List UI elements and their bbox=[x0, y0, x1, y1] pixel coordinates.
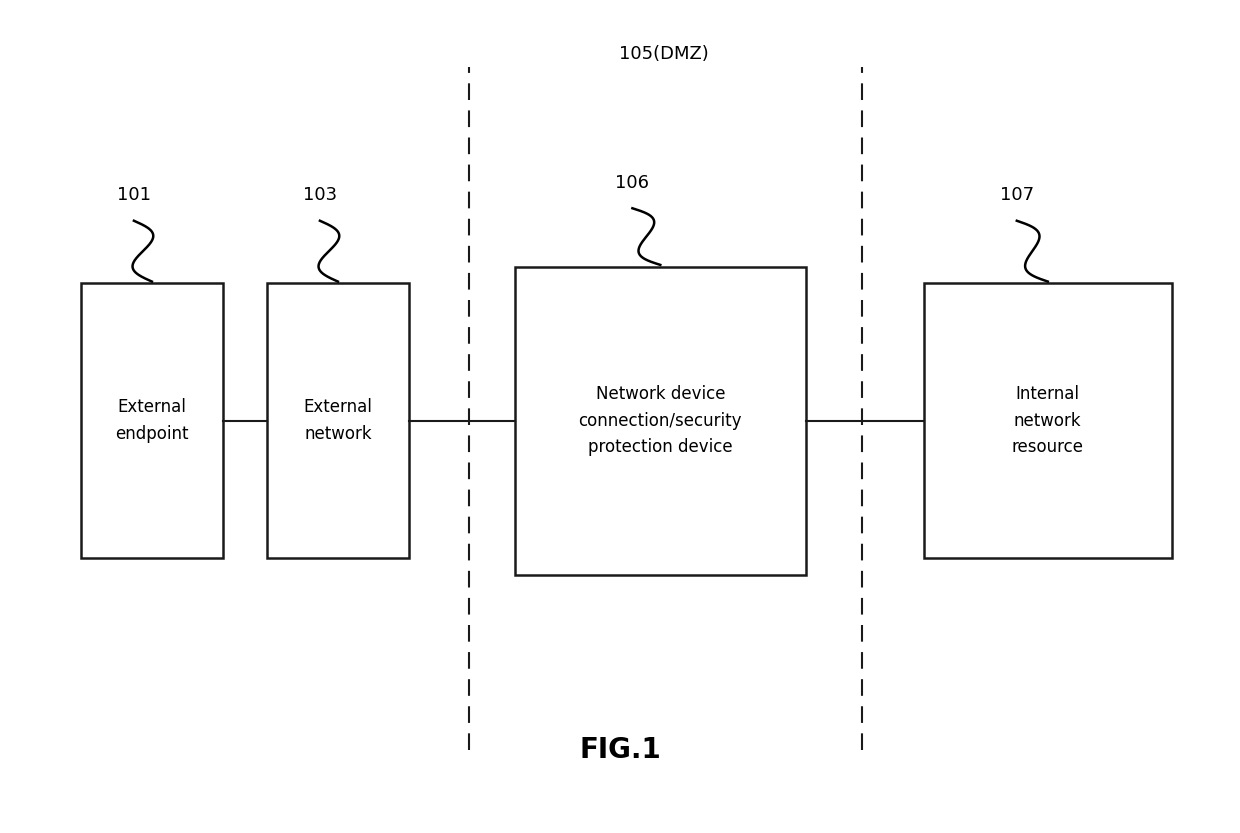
Bar bbox=[267, 283, 409, 558]
Text: 107: 107 bbox=[999, 186, 1034, 204]
Bar bbox=[515, 267, 806, 575]
Text: Internal
network
resource: Internal network resource bbox=[1012, 386, 1084, 456]
Text: Network device
connection/security
protection device: Network device connection/security prote… bbox=[579, 386, 742, 456]
Bar bbox=[81, 283, 223, 558]
Bar bbox=[924, 283, 1172, 558]
Text: FIG.1: FIG.1 bbox=[579, 736, 661, 764]
Text: External
network: External network bbox=[304, 398, 372, 443]
Text: External
endpoint: External endpoint bbox=[115, 398, 188, 443]
Text: 101: 101 bbox=[117, 186, 151, 204]
Text: 106: 106 bbox=[615, 173, 650, 192]
Text: 103: 103 bbox=[303, 186, 337, 204]
Text: 105(DMZ): 105(DMZ) bbox=[619, 45, 708, 63]
